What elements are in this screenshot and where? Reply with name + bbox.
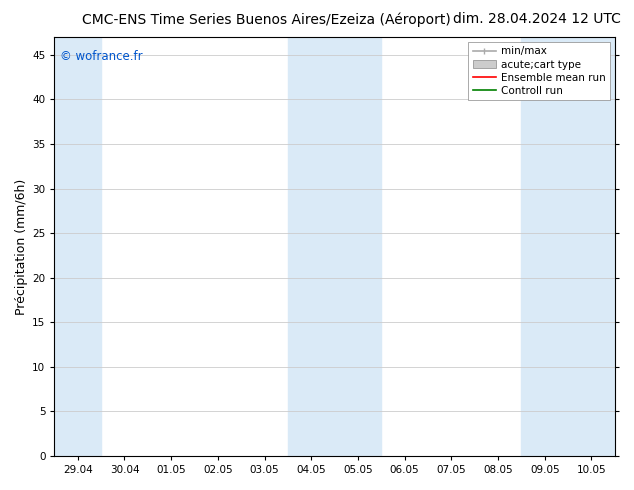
Bar (335, 37, 381, 456)
Y-axis label: Précipitation (mm/6h): Précipitation (mm/6h) (15, 178, 28, 315)
Bar (288, 37, 335, 456)
Bar (568, 37, 615, 456)
Bar (55, 37, 101, 456)
Text: dim. 28.04.2024 12 UTC: dim. 28.04.2024 12 UTC (453, 12, 621, 26)
Text: CMC-ENS Time Series Buenos Aires/Ezeiza (Aéroport): CMC-ENS Time Series Buenos Aires/Ezeiza … (82, 12, 451, 27)
Legend: min/max, acute;cart type, Ensemble mean run, Controll run: min/max, acute;cart type, Ensemble mean … (469, 42, 610, 100)
Bar (521, 37, 568, 456)
Text: © wofrance.fr: © wofrance.fr (60, 49, 143, 63)
